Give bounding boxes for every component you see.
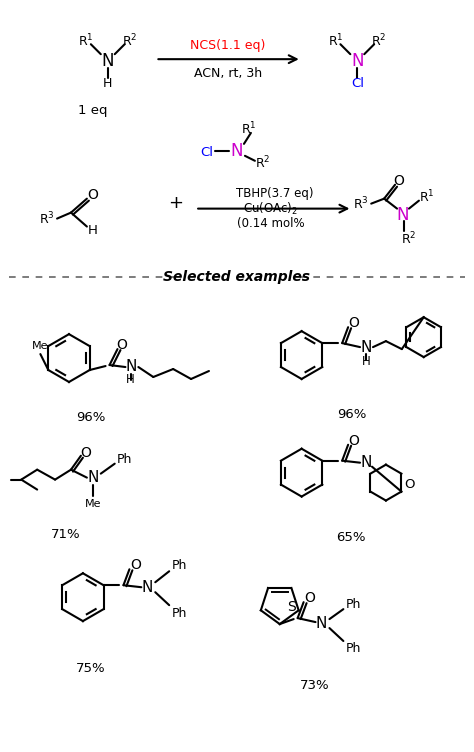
- Text: O: O: [116, 338, 127, 352]
- Text: Ph: Ph: [117, 453, 132, 466]
- Text: Ph: Ph: [172, 607, 187, 620]
- Text: N: N: [101, 52, 114, 70]
- Text: N: N: [397, 205, 409, 223]
- Text: R$^1$: R$^1$: [78, 33, 94, 50]
- Text: N: N: [142, 580, 153, 595]
- Text: O: O: [304, 591, 315, 605]
- Text: NCS(1.1 eq): NCS(1.1 eq): [191, 38, 266, 52]
- Text: H: H: [88, 224, 98, 237]
- Text: R$^1$: R$^1$: [241, 120, 257, 137]
- Text: O: O: [349, 316, 360, 330]
- Text: Cu(OAc)$_2$: Cu(OAc)$_2$: [243, 201, 298, 217]
- Text: +: +: [168, 194, 183, 211]
- Text: 96%: 96%: [76, 411, 106, 424]
- Text: Me: Me: [84, 499, 101, 508]
- Text: TBHP(3.7 eq): TBHP(3.7 eq): [236, 187, 313, 200]
- Text: Ph: Ph: [346, 642, 361, 656]
- Text: 75%: 75%: [76, 663, 106, 675]
- Text: Ph: Ph: [346, 598, 361, 611]
- Text: 1 eq: 1 eq: [78, 105, 108, 117]
- Text: R$^1$: R$^1$: [328, 33, 343, 50]
- Text: O: O: [349, 434, 360, 447]
- Text: N: N: [360, 455, 372, 470]
- Text: (0.14 mol%: (0.14 mol%: [237, 217, 305, 230]
- Text: H: H: [126, 374, 135, 387]
- Text: R$^2$: R$^2$: [255, 154, 271, 171]
- Text: O: O: [81, 446, 91, 459]
- Text: N: N: [351, 52, 364, 70]
- Text: Me: Me: [32, 341, 49, 351]
- Text: N: N: [231, 142, 243, 160]
- Text: Selected examples: Selected examples: [164, 271, 310, 284]
- Text: R$^2$: R$^2$: [401, 230, 417, 247]
- Text: N: N: [87, 470, 99, 485]
- Text: 65%: 65%: [337, 531, 366, 544]
- Text: R$^3$: R$^3$: [354, 196, 369, 212]
- Text: Cl: Cl: [201, 147, 214, 159]
- Text: Cl: Cl: [351, 77, 364, 89]
- Text: 96%: 96%: [337, 408, 366, 421]
- Text: O: O: [404, 478, 415, 491]
- Text: O: O: [393, 174, 404, 188]
- Text: 73%: 73%: [300, 679, 329, 693]
- Text: N: N: [126, 359, 137, 374]
- Text: O: O: [130, 558, 141, 572]
- Text: N: N: [316, 616, 327, 631]
- Text: R$^2$: R$^2$: [122, 33, 137, 50]
- Text: S: S: [287, 600, 295, 614]
- Text: R$^3$: R$^3$: [39, 211, 55, 227]
- Text: R$^1$: R$^1$: [419, 188, 435, 205]
- Text: O: O: [87, 188, 98, 202]
- Text: R$^2$: R$^2$: [372, 33, 387, 50]
- Text: 71%: 71%: [51, 528, 81, 541]
- Text: Ph: Ph: [172, 559, 187, 572]
- Text: ACN, rt, 3h: ACN, rt, 3h: [194, 67, 262, 80]
- Text: N: N: [360, 340, 372, 355]
- Text: H: H: [362, 354, 370, 368]
- Text: H: H: [103, 77, 112, 89]
